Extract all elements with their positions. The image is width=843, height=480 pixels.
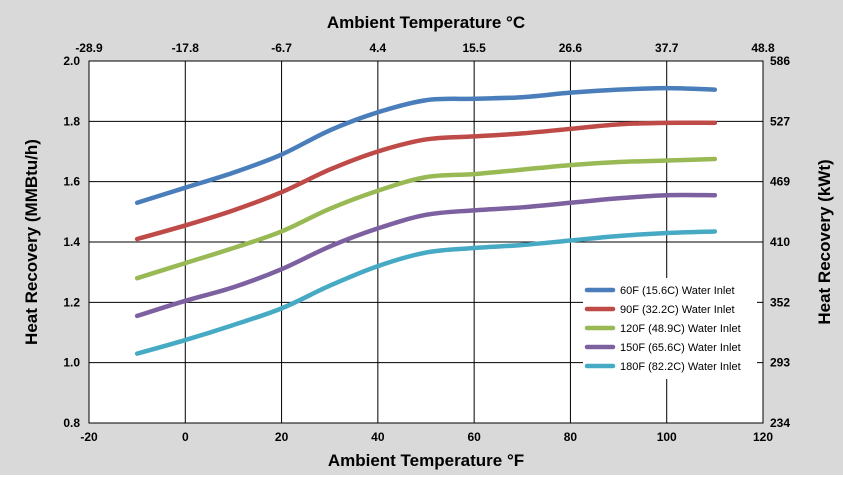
x-tick-label: 40 <box>371 430 385 444</box>
series-line <box>134 85 718 206</box>
x2-tick-label: -28.9 <box>75 41 103 55</box>
y2-tick-label: 469 <box>770 175 790 189</box>
series-line <box>134 156 718 281</box>
x2-tick-label: 48.8 <box>751 41 775 55</box>
x2-tick-label: 37.7 <box>655 41 679 55</box>
tick-labels: -20 -28.9 0 -17.8 20 -6.7 40 4.4 60 15.5 80 26.6 100… <box>63 41 790 444</box>
series-line <box>134 192 718 319</box>
x-tick-label: 60 <box>467 430 481 444</box>
y2-tick-label: 410 <box>770 235 790 249</box>
y-tick-label: 1.8 <box>63 114 80 128</box>
y-tick-label: 1.4 <box>63 235 80 249</box>
y-tick-label: 1.0 <box>63 356 80 370</box>
y2-tick-label: 586 <box>770 54 790 68</box>
y2-tick-label: 293 <box>770 356 790 370</box>
series-line <box>134 229 718 356</box>
x-tick-label: 0 <box>182 430 189 444</box>
x-tick-label: 100 <box>657 430 677 444</box>
right-axis-title: Heat Recovery (kWt) <box>815 159 834 324</box>
x2-tick-label: 26.6 <box>559 41 583 55</box>
x2-tick-label: 4.4 <box>370 41 387 55</box>
x-tick-label: 20 <box>275 430 289 444</box>
plot-border <box>88 60 764 424</box>
top-axis-title: Ambient Temperature °C <box>327 13 525 32</box>
y-tick-label: 1.6 <box>63 175 80 189</box>
series-line <box>134 120 718 242</box>
x2-tick-label: -6.7 <box>271 41 292 55</box>
left-axis-title: Heat Recovery (MMBtu/h) <box>22 139 41 345</box>
legend-label: 90F (32.2C) Water Inlet <box>620 304 735 316</box>
x-tick-label: 80 <box>564 430 578 444</box>
y2-tick-label: 234 <box>770 416 790 430</box>
x-tick-label: -20 <box>80 430 98 444</box>
y-tick-label: 1.2 <box>63 295 80 309</box>
y-tick-label: 2.0 <box>63 54 80 68</box>
x2-tick-label: 15.5 <box>462 41 486 55</box>
x2-tick-label: -17.8 <box>172 41 200 55</box>
y2-tick-label: 527 <box>770 114 790 128</box>
x-tick-label: 120 <box>753 430 773 444</box>
bottom-axis-title: Ambient Temperature °F <box>328 451 524 470</box>
legend-label: 150F (65.6C) Water Inlet <box>620 342 741 354</box>
legend: 60F (15.6C) Water Inlet 90F (32.2C) Water… <box>583 278 757 379</box>
legend-label: 60F (15.6C) Water Inlet <box>620 285 735 297</box>
y2-tick-label: 352 <box>770 295 790 309</box>
y-tick-label: 0.8 <box>63 416 80 430</box>
legend-label: 180F (82.2C) Water Inlet <box>620 361 741 373</box>
series-lines <box>134 85 718 356</box>
legend-label: 120F (48.9C) Water Inlet <box>620 323 741 335</box>
